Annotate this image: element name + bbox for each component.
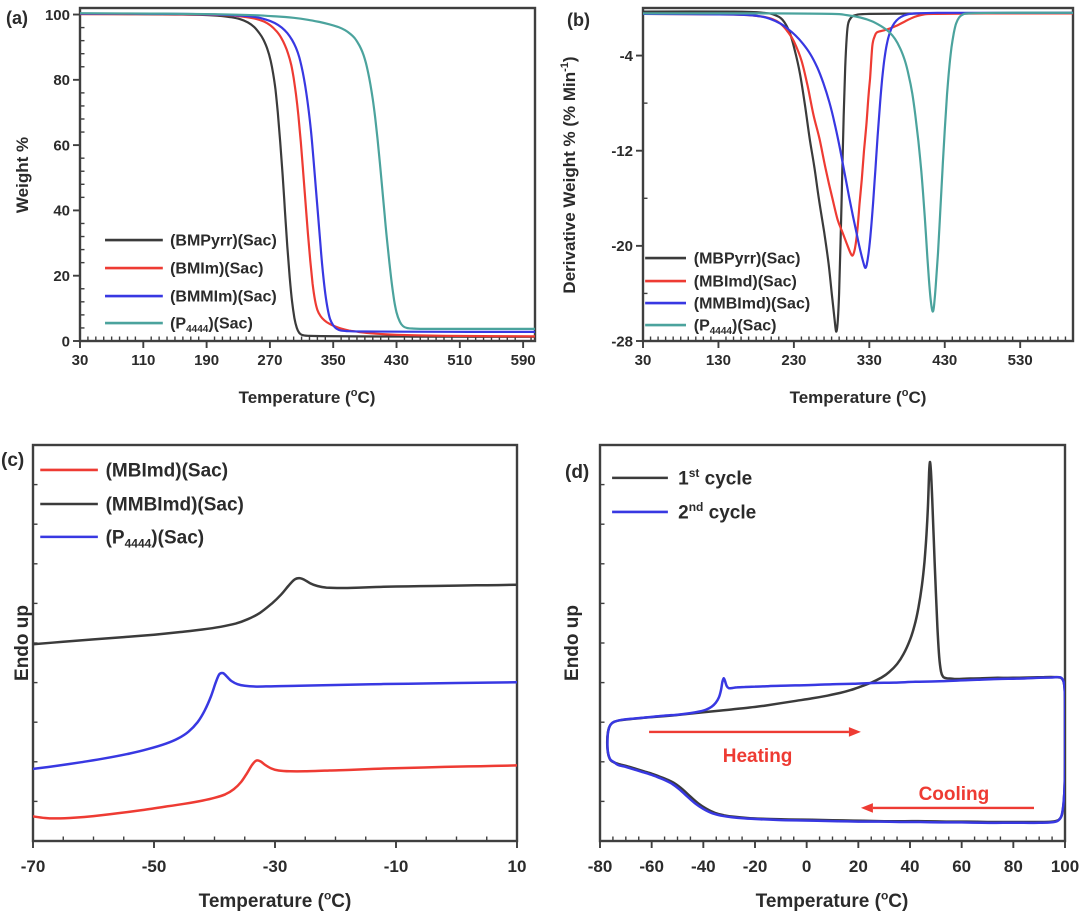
x-tick-label: -50 — [142, 857, 167, 876]
x-tick-label: 590 — [511, 352, 536, 369]
legend-label-mbimd-sac: (MBImd)(Sac) — [694, 274, 797, 291]
panel-letter-d: (d) — [565, 462, 589, 483]
legend-label-p4444-sac: (P4444)(Sac) — [106, 528, 205, 551]
legend-label-mbpyrr-sac: (MBPyrr)(Sac) — [694, 251, 801, 268]
x-tick-label: 130 — [706, 352, 731, 369]
x-tick-label: 530 — [1008, 352, 1033, 369]
x-axis-label: Temperature (oC) — [756, 888, 909, 912]
x-tick-label: -10 — [384, 857, 409, 876]
y-tick-label: 20 — [53, 268, 70, 285]
x-tick-label: -80 — [588, 857, 613, 876]
series-mmbimd-sac-curve — [643, 11, 1073, 270]
series-mmbimd-sac-curve — [33, 576, 517, 646]
legend-label-bmim-sac: (BMIm)(Sac) — [170, 261, 263, 278]
x-tick-label: 330 — [857, 352, 882, 369]
x-tick-label: 20 — [849, 857, 868, 876]
plot-frame — [598, 443, 1067, 843]
panel-d-chart: -80 -60 -40 -20 0 20 40 60 80 100 Heating Cooling 1s… — [562, 443, 1079, 912]
x-tick-label: 80 — [1004, 857, 1023, 876]
x-tick-label: 110 — [131, 352, 155, 369]
y-tick-label: -20 — [611, 238, 633, 255]
x-axis-label: Temperature (oC) — [239, 387, 376, 407]
legend-label-1st-cycle: 1st cycle — [678, 466, 752, 490]
x-tick-label: 10 — [508, 857, 527, 876]
y-axis-label: Weight % — [13, 137, 32, 213]
x-tick-label: 190 — [194, 352, 219, 369]
y-axis-label: Derivative Weight % (% Min-1) — [559, 56, 579, 293]
legend-label-p4444-sac: (P4444)(Sac) — [694, 318, 777, 337]
annotation-cooling: Cooling — [919, 784, 990, 805]
y-tick-label: 40 — [53, 203, 70, 220]
panel-letter-b: (b) — [567, 10, 590, 30]
x-tick-label: -70 — [21, 857, 46, 876]
series-mbimd-sac-curve — [33, 759, 517, 820]
x-tick-label: 30 — [72, 352, 89, 369]
series-bmim-sac-curve — [80, 13, 535, 338]
y-tick-label: 100 — [45, 7, 70, 24]
y-tick-label: 60 — [53, 137, 70, 154]
x-axis-label: Temperature (oC) — [790, 387, 927, 407]
x-tick-label: 100 — [1051, 857, 1079, 876]
panel-b-chart: 30 130 230 330 430 530 -4 -12 -20 -28 (MBPyrr)(Sac… — [559, 6, 1075, 407]
y-tick-label: -4 — [620, 48, 634, 65]
x-axis-label: Temperature (oC) — [199, 888, 352, 912]
y-axis-label: Endo up — [12, 605, 33, 681]
plot-frame — [78, 6, 537, 343]
y-tick-label: -28 — [611, 333, 633, 350]
series-p4444-sac-curve — [80, 12, 535, 331]
legend-label-bmmim-sac: (BMMIm)(Sac) — [170, 289, 277, 306]
series-p4444-sac-curve — [33, 671, 517, 771]
legend-label-bmpyrr-sac: (BMPyrr)(Sac) — [170, 233, 277, 250]
legend-label-mbimd-sac: (MBImd)(Sac) — [106, 461, 228, 482]
plot-frame — [641, 6, 1075, 343]
series-p4444-sac-curve — [643, 11, 1073, 313]
legend-label-mmbimd-sac: (MMBImd)(Sac) — [106, 495, 244, 516]
x-tick-label: 270 — [257, 352, 282, 369]
y-tick-label: 80 — [53, 72, 70, 89]
series-2nd-cycle-curve — [606, 675, 1065, 825]
panel-a-chart: 30 110 190 270 350 430 510 590 0 20 40 60 80 100 (BMPy… — [6, 6, 537, 407]
legend-label-p4444-sac: (P4444)(Sac) — [170, 316, 253, 335]
series-bmmim-sac-curve — [80, 12, 535, 334]
arrowhead-icon — [860, 803, 873, 813]
panel-letter-a: (a) — [6, 8, 28, 28]
x-tick-label: 30 — [635, 352, 652, 369]
x-tick-label: -40 — [691, 857, 716, 876]
x-tick-label: 40 — [901, 857, 920, 876]
x-tick-label: -20 — [743, 857, 768, 876]
x-tick-label: 350 — [321, 352, 346, 369]
arrowhead-icon — [848, 727, 861, 737]
x-tick-label: -30 — [263, 857, 288, 876]
x-tick-label: 0 — [802, 857, 811, 876]
x-tick-label: 430 — [932, 352, 957, 369]
annotation-heating: Heating — [723, 746, 793, 767]
x-tick-label: 60 — [952, 857, 971, 876]
legend-label-mmbimd-sac: (MMBImd)(Sac) — [694, 296, 810, 313]
x-tick-label: -60 — [639, 857, 664, 876]
y-tick-label: -12 — [611, 143, 633, 160]
x-tick-label: 430 — [384, 352, 409, 369]
legend-label-2nd-cycle: 2nd cycle — [678, 500, 756, 524]
series-mbimd-sac-curve — [643, 12, 1073, 257]
x-tick-label: 510 — [447, 352, 472, 369]
series-bmpyrr-sac-curve — [80, 12, 535, 338]
panel-c-chart: -70 -50 -30 -10 10 (MBImd)(Sac) (MMBImd)(Sac) (… — [1, 443, 527, 912]
panel-letter-c: (c) — [1, 450, 24, 471]
y-axis-label: Endo up — [562, 605, 583, 681]
y-tick-label: 0 — [62, 333, 70, 350]
x-tick-label: 230 — [781, 352, 806, 369]
